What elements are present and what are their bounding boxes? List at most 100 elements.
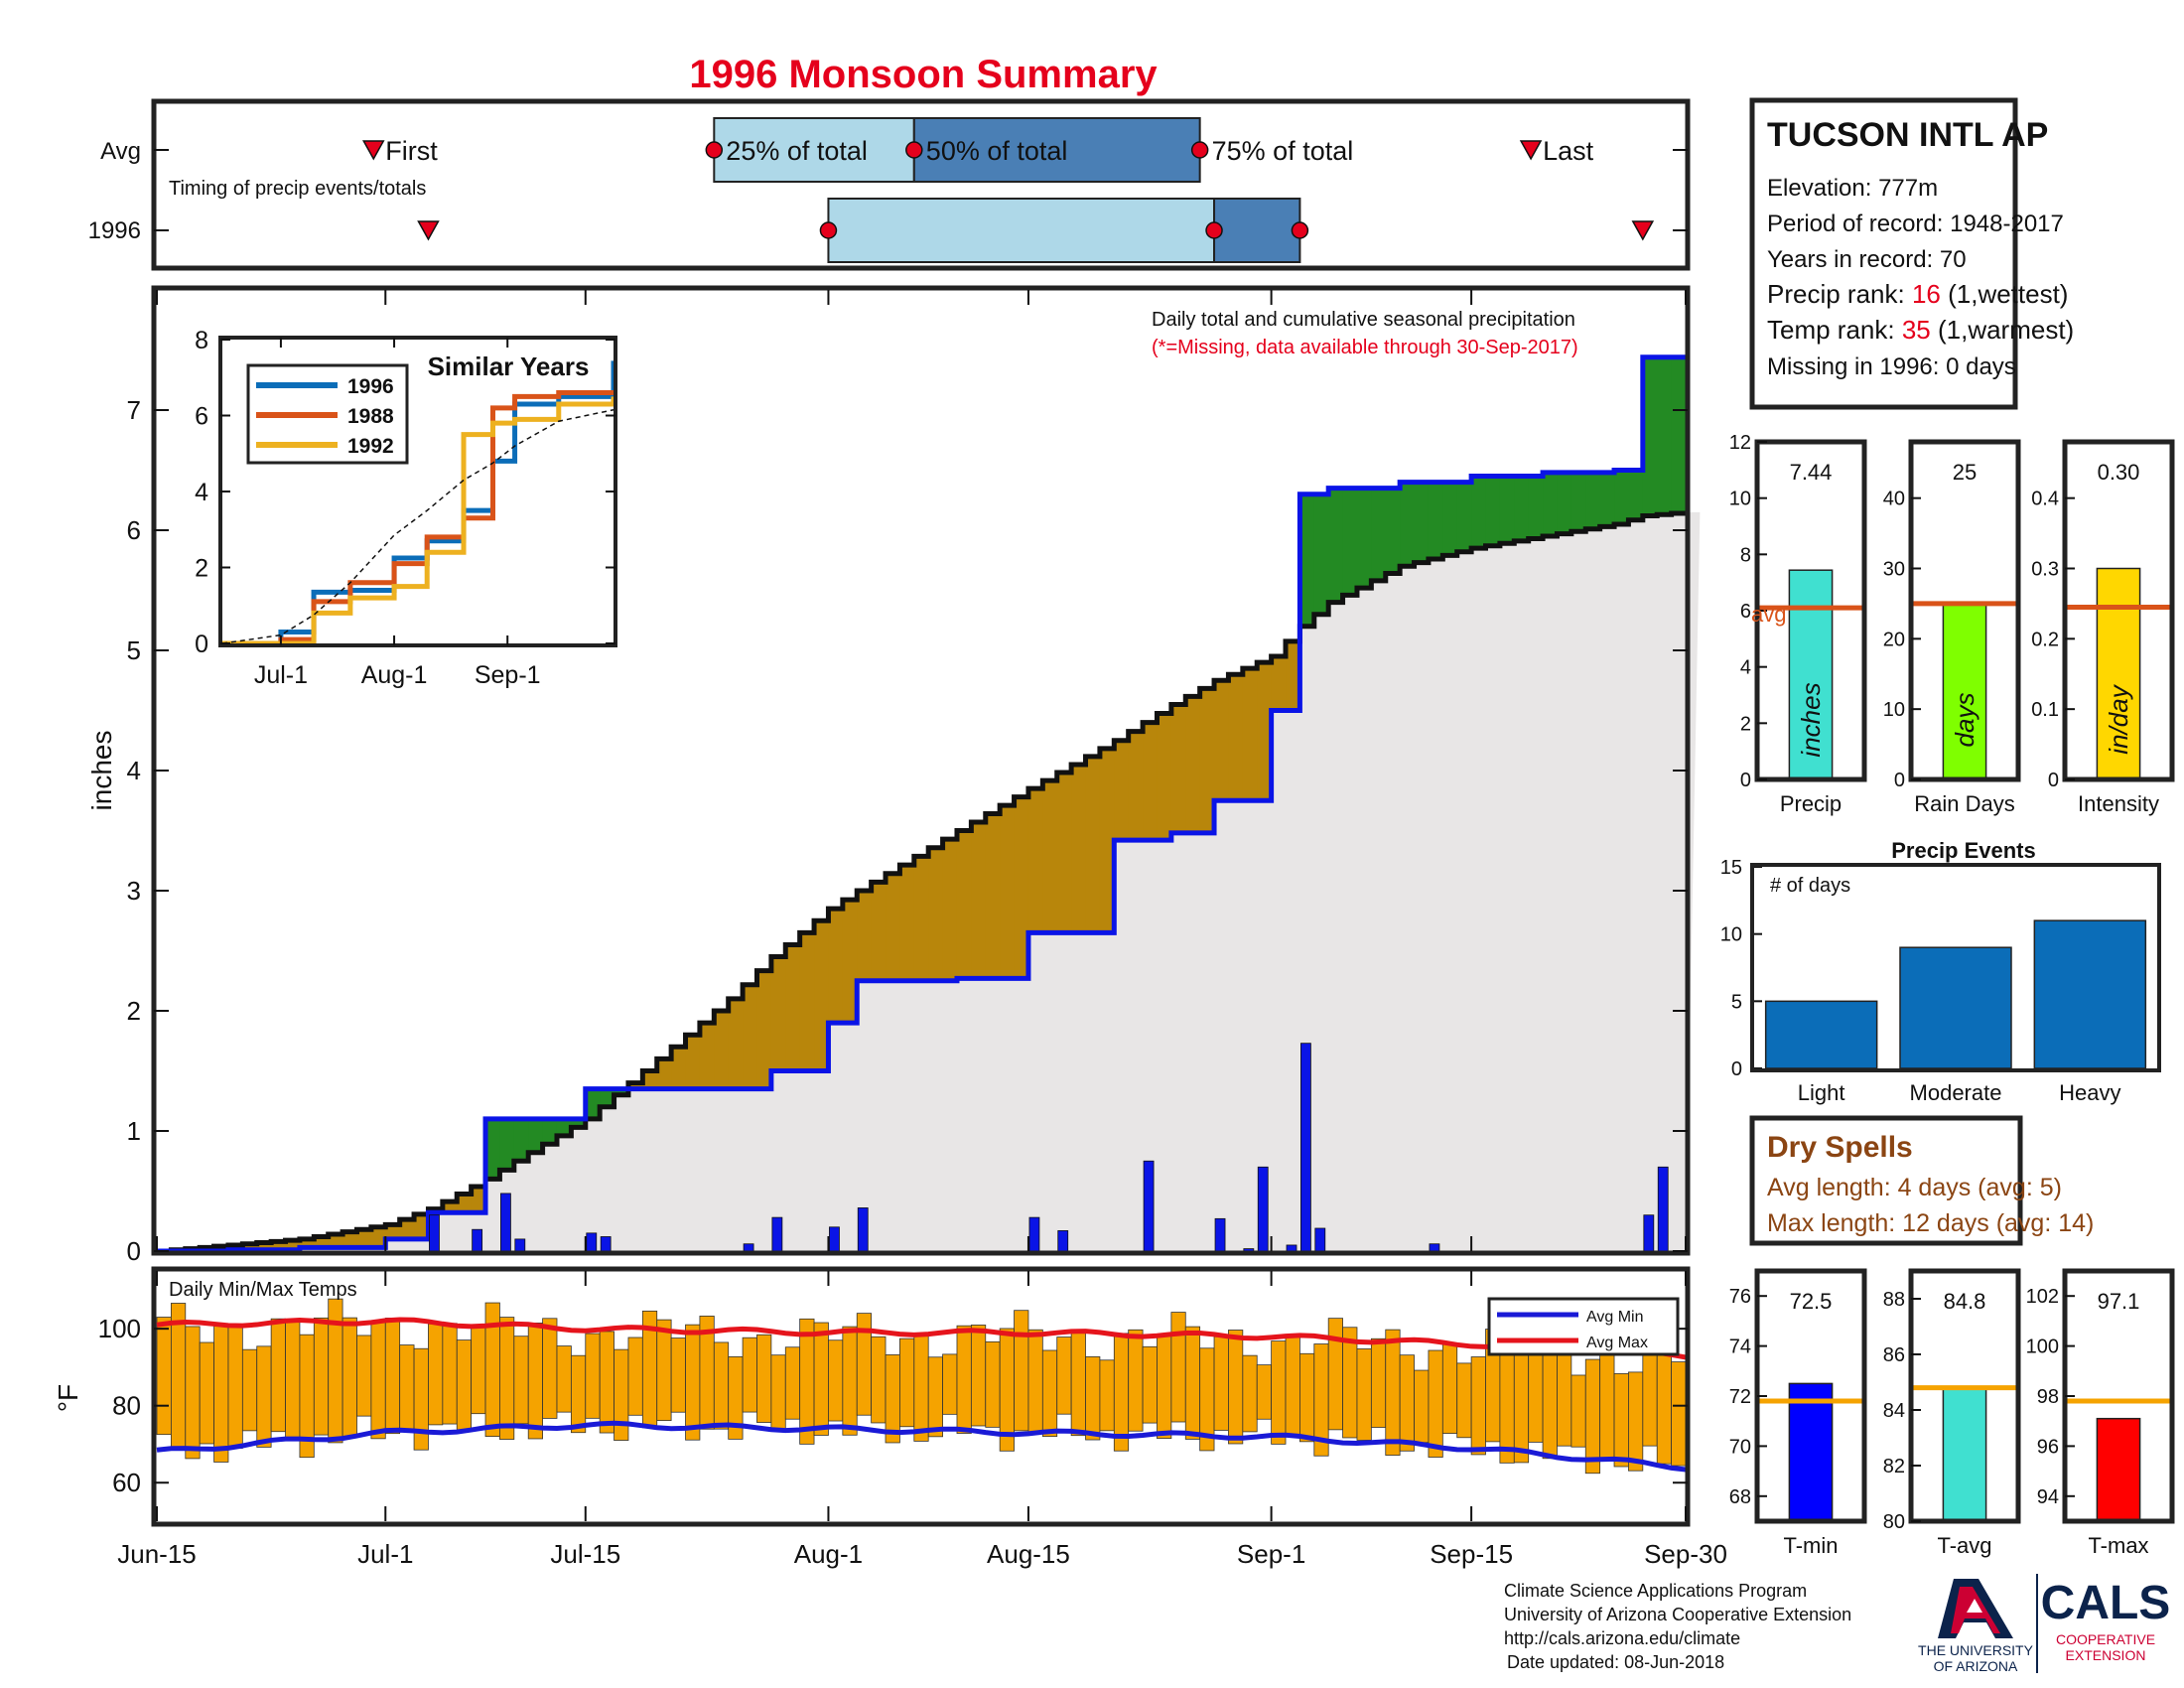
footer-program: Climate Science Applications Program <box>1504 1581 1807 1601</box>
inset-y-tick-label: 0 <box>195 631 208 658</box>
daily-temp-bar <box>1370 1337 1387 1428</box>
tmax-bar <box>2096 1417 2141 1522</box>
daily-temp-bar <box>1170 1312 1186 1423</box>
timing-year-label: 1996 <box>88 217 141 244</box>
daily-temp-bar <box>1256 1364 1273 1420</box>
daily-precip-bar <box>1257 1166 1269 1252</box>
daily-temp-bar <box>1584 1358 1601 1475</box>
year-75-marker <box>1291 221 1309 239</box>
footer-date: Date updated: 08-Jun-2018 <box>1507 1652 1724 1672</box>
above-avg-fill <box>1599 472 1615 527</box>
daily-precip-bar <box>500 1193 511 1252</box>
tavg-tick-label: 86 <box>1883 1344 1905 1366</box>
main-y-tick-label: 3 <box>127 876 141 906</box>
below-avg-fill <box>356 1229 372 1248</box>
events-tick-label: 5 <box>1731 991 1742 1013</box>
tavg-label: T-avg <box>1937 1533 1991 1558</box>
precip-tick-label: 10 <box>1729 489 1751 510</box>
below-avg-fill <box>314 1236 330 1248</box>
dry-avg-length: Avg length: 4 days (avg: 5) <box>1767 1174 2062 1201</box>
below-avg-fill <box>971 822 987 979</box>
avg-cumulative-line <box>157 510 1689 1254</box>
x-tick-label: Jul-1 <box>357 1539 413 1569</box>
daily-temp-bar <box>1027 1329 1043 1434</box>
daily-temp-bar <box>656 1319 672 1421</box>
daily-temp-bar <box>1184 1326 1201 1440</box>
raindays-tick-label: 10 <box>1883 699 1905 721</box>
footer-url: http://cals.arizona.edu/climate <box>1504 1628 1740 1648</box>
raindays-tick-label: 40 <box>1883 489 1905 510</box>
below-avg-fill <box>1242 668 1258 801</box>
tmax-tick-label: 98 <box>2037 1386 2059 1408</box>
inset-x-tick-label: Sep-1 <box>475 661 541 689</box>
precip-tick-label: 2 <box>1740 713 1751 735</box>
precip-bar <box>1788 569 1834 780</box>
below-avg-fill <box>370 1226 386 1248</box>
intensity-value: 0.30 <box>2098 460 2140 485</box>
above-avg-fill <box>499 1118 515 1171</box>
precip-summary-bars: 7.44 Precip 0 2 4 6 8 10 12 inches avg 25 Rain Days 0… <box>1729 432 2175 816</box>
dry-max-length: Max length: 12 days (avg: 14) <box>1767 1209 2094 1237</box>
tavg-tick-label: 82 <box>1883 1456 1905 1477</box>
daily-precip-bar <box>1429 1243 1440 1252</box>
daily-precip-bar <box>1314 1227 1326 1252</box>
daily-temp-bar <box>1528 1343 1544 1443</box>
last-label: Last <box>1543 136 1594 166</box>
daily-temp-bar <box>1599 1351 1615 1460</box>
cals-logo: CALS COOPERATIVE EXTENSION <box>2041 1577 2171 1663</box>
daily-temp-bar <box>471 1325 486 1415</box>
x-tick-label: Sep-30 <box>1644 1539 1727 1569</box>
footer-university: University of Arizona Cooperative Extens… <box>1504 1605 1851 1624</box>
below-avg-fill <box>913 856 929 981</box>
above-avg-fill <box>1442 482 1458 556</box>
daily-temp-bar <box>1113 1333 1130 1452</box>
below-avg-fill <box>671 1047 687 1089</box>
main-note: Daily total and cumulative seasonal prec… <box>1152 309 1575 331</box>
events-frame <box>1750 863 2161 1072</box>
below-avg-fill <box>756 970 772 1089</box>
tmax-tick-label: 96 <box>2037 1436 2059 1458</box>
events-tick-label: 0 <box>1731 1058 1742 1080</box>
daily-temp-bar <box>985 1340 1001 1428</box>
avg-75-marker <box>1190 141 1209 159</box>
dry-title: Dry Spells <box>1767 1131 1913 1164</box>
intensity-bar <box>2096 567 2141 780</box>
below-avg-fill <box>1071 764 1087 933</box>
daily-temp-bar <box>813 1322 829 1436</box>
events-tick-label: 10 <box>1720 924 1742 946</box>
below-avg-fill <box>728 998 744 1089</box>
below-avg-fill <box>1286 640 1301 711</box>
inset-legend: 1996 1988 1992 <box>246 363 409 465</box>
daily-precip-bar <box>472 1228 483 1252</box>
below-avg-fill <box>1128 731 1144 841</box>
above-avg-fill <box>1471 476 1487 549</box>
station-missing: Missing in 1996: 0 days <box>1767 353 2016 380</box>
main-y-tick-label: 7 <box>127 395 141 425</box>
daily-temp-bar <box>1470 1356 1486 1456</box>
below-avg-fill <box>857 891 873 981</box>
university-of-arizona-logo: THE UNIVERSITY OF ARIZONA <box>1918 1579 2034 1674</box>
above-avg-fill <box>1628 470 1644 520</box>
above-avg-fill <box>585 1088 601 1119</box>
below-avg-fill <box>1271 656 1287 711</box>
year-50-marker <box>1205 221 1223 239</box>
avg-25-marker <box>705 141 724 159</box>
temp-ylabel: °F <box>53 1384 83 1412</box>
intensity-unit: in/day <box>2104 683 2133 754</box>
below-avg-fill <box>1099 748 1115 933</box>
precip-label: Precip <box>1780 791 1842 816</box>
daily-temp-bar <box>842 1326 858 1436</box>
dry-spells-box: Dry Spells Avg length: 4 days (avg: 5) M… <box>1749 1115 2094 1246</box>
below-avg-fill <box>1056 773 1072 933</box>
above-avg-fill <box>1371 488 1387 581</box>
daily-temp-bar <box>970 1325 987 1427</box>
inset-x-tick-label: Aug-1 <box>361 661 428 689</box>
p75-label: 75% of total <box>1212 136 1354 166</box>
main-note-missing: (*=Missing, data available through 30-Se… <box>1152 337 1578 358</box>
station-frame <box>1749 97 2018 410</box>
daily-temp-bar <box>1285 1335 1300 1436</box>
below-avg-fill <box>886 873 901 981</box>
daily-precip-bar <box>586 1232 598 1252</box>
tmax-value: 97.1 <box>2098 1289 2140 1314</box>
station-temp-rank: Temp rank: 35 (1,warmest) <box>1767 315 2074 345</box>
